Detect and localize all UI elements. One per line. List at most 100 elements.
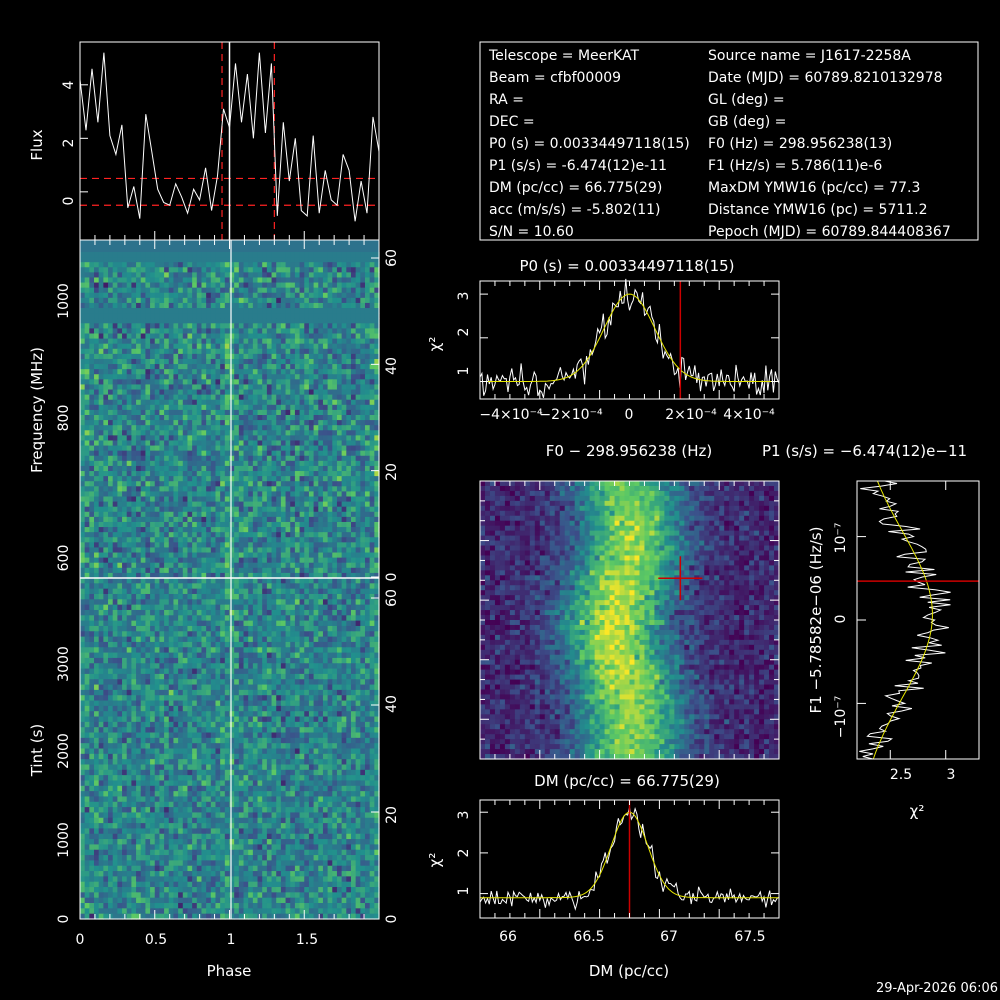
- time-heatmap-cell: [113, 637, 118, 643]
- time-heatmap-cell: [272, 642, 277, 648]
- frequency-heatmap-cell: [150, 547, 155, 553]
- frequency-heatmap-cell: [192, 288, 197, 294]
- frequency-heatmap-cell: [220, 308, 225, 314]
- frequency-heatmap-cell: [234, 369, 239, 375]
- frequency-heatmap-cell: [183, 415, 188, 421]
- frequency-heatmap-cell: [80, 451, 85, 457]
- time-heatmap-cell: [150, 642, 155, 648]
- frequency-heatmap-cell: [267, 334, 272, 340]
- frequency-heatmap-cell: [342, 461, 347, 467]
- frequency-heatmap-cell: [304, 374, 309, 380]
- frequency-heatmap-cell: [239, 267, 244, 273]
- frequency-heatmap-cell: [281, 471, 286, 477]
- frequency-heatmap-cell: [183, 272, 188, 278]
- frequency-heatmap-cell: [85, 354, 90, 360]
- frequency-heatmap-cell: [309, 507, 314, 513]
- time-heatmap-cell: [365, 578, 370, 584]
- time-heatmap-cell: [197, 615, 202, 621]
- time-heatmap-cell: [178, 599, 183, 605]
- frequency-heatmap-cell: [351, 486, 356, 492]
- frequency-heatmap-cell: [201, 420, 206, 426]
- frequency-heatmap-cell: [108, 288, 113, 294]
- time-heatmap-cell: [267, 610, 272, 616]
- frequency-heatmap-cell: [309, 425, 314, 431]
- frequency-heatmap-cell: [365, 293, 370, 299]
- frequency-heatmap-cell: [159, 277, 164, 283]
- frequency-heatmap-cell: [309, 527, 314, 533]
- frequency-heatmap-cell: [145, 532, 150, 538]
- time-heatmap-cell: [356, 610, 361, 616]
- time-heatmap-cell: [258, 589, 263, 595]
- time-heatmap-cell: [145, 621, 150, 627]
- frequency-heatmap-cell: [141, 471, 146, 477]
- frequency-heatmap-cell: [220, 420, 225, 426]
- time-heatmap-cell: [234, 599, 239, 605]
- frequency-heatmap-cell: [281, 293, 286, 299]
- time-heatmap-cell: [365, 610, 370, 616]
- frequency-heatmap-cell: [127, 349, 132, 355]
- frequency-heatmap-cell: [85, 359, 90, 365]
- frequency-heatmap-cell: [85, 568, 90, 574]
- frequency-heatmap-cell: [239, 359, 244, 365]
- frequency-heatmap-cell: [328, 303, 333, 309]
- frequency-heatmap-cell: [356, 527, 361, 533]
- frequency-heatmap-cell: [183, 374, 188, 380]
- frequency-heatmap-cell: [351, 542, 356, 548]
- frequency-heatmap-cell: [150, 339, 155, 345]
- frequency-heatmap-cell: [131, 451, 136, 457]
- frequency-heatmap-cell: [122, 522, 127, 528]
- frequency-heatmap-cell: [309, 497, 314, 503]
- frequency-heatmap-cell: [304, 532, 309, 538]
- frequency-heatmap-cell: [258, 303, 263, 309]
- frequency-heatmap-cell: [258, 425, 263, 431]
- time-heatmap-cell: [187, 647, 192, 653]
- frequency-heatmap-cell: [85, 476, 90, 482]
- frequency-heatmap-cell: [370, 537, 375, 543]
- frequency-heatmap-cell: [108, 374, 113, 380]
- time-heatmap-cell: [314, 610, 319, 616]
- time-heatmap-cell: [356, 605, 361, 611]
- frequency-heatmap-cell: [183, 349, 188, 355]
- time-heatmap-cell: [211, 626, 216, 632]
- frequency-heatmap-cell: [351, 405, 356, 411]
- frequency-heatmap-cell: [99, 298, 104, 304]
- frequency-heatmap-cell: [342, 323, 347, 329]
- frequency-heatmap-cell: [360, 344, 365, 350]
- frequency-heatmap-cell: [108, 440, 113, 446]
- frequency-heatmap-cell: [211, 257, 216, 263]
- frequency-heatmap-cell: [183, 517, 188, 523]
- frequency-heatmap-cell: [183, 323, 188, 329]
- time-heatmap-cell: [360, 626, 365, 632]
- time-heatmap-cell: [169, 605, 174, 611]
- frequency-heatmap-cell: [248, 446, 253, 452]
- frequency-heatmap-cell: [234, 553, 239, 559]
- frequency-heatmap-cell: [164, 456, 169, 462]
- frequency-heatmap-cell: [206, 507, 211, 513]
- frequency-heatmap-cell: [89, 507, 94, 513]
- frequency-heatmap-cell: [122, 257, 127, 263]
- time-heatmap-cell: [145, 615, 150, 621]
- frequency-heatmap-cell: [220, 400, 225, 406]
- frequency-heatmap-cell: [173, 288, 178, 294]
- frequency-heatmap-cell: [206, 481, 211, 487]
- frequency-heatmap-cell: [230, 446, 235, 452]
- frequency-heatmap-cell: [113, 558, 118, 564]
- frequency-heatmap-cell: [323, 486, 328, 492]
- time-heatmap-cell: [211, 631, 216, 637]
- frequency-heatmap-cell: [272, 497, 277, 503]
- time-heatmap-cell: [281, 615, 286, 621]
- frequency-heatmap-cell: [197, 563, 202, 569]
- frequency-heatmap-cell: [356, 318, 361, 324]
- frequency-heatmap-cell: [122, 277, 127, 283]
- frequency-heatmap-cell: [145, 456, 150, 462]
- frequency-heatmap-cell: [239, 364, 244, 370]
- frequency-heatmap-cell: [85, 420, 90, 426]
- frequency-tick-label: 800: [56, 405, 72, 432]
- frequency-heatmap-cell: [201, 507, 206, 513]
- frequency-heatmap-cell: [117, 395, 122, 401]
- frequency-heatmap-cell: [136, 308, 141, 314]
- frequency-heatmap-cell: [262, 440, 267, 446]
- frequency-heatmap-cell: [192, 262, 197, 268]
- frequency-heatmap-cell: [337, 481, 342, 487]
- frequency-heatmap-cell: [286, 283, 291, 289]
